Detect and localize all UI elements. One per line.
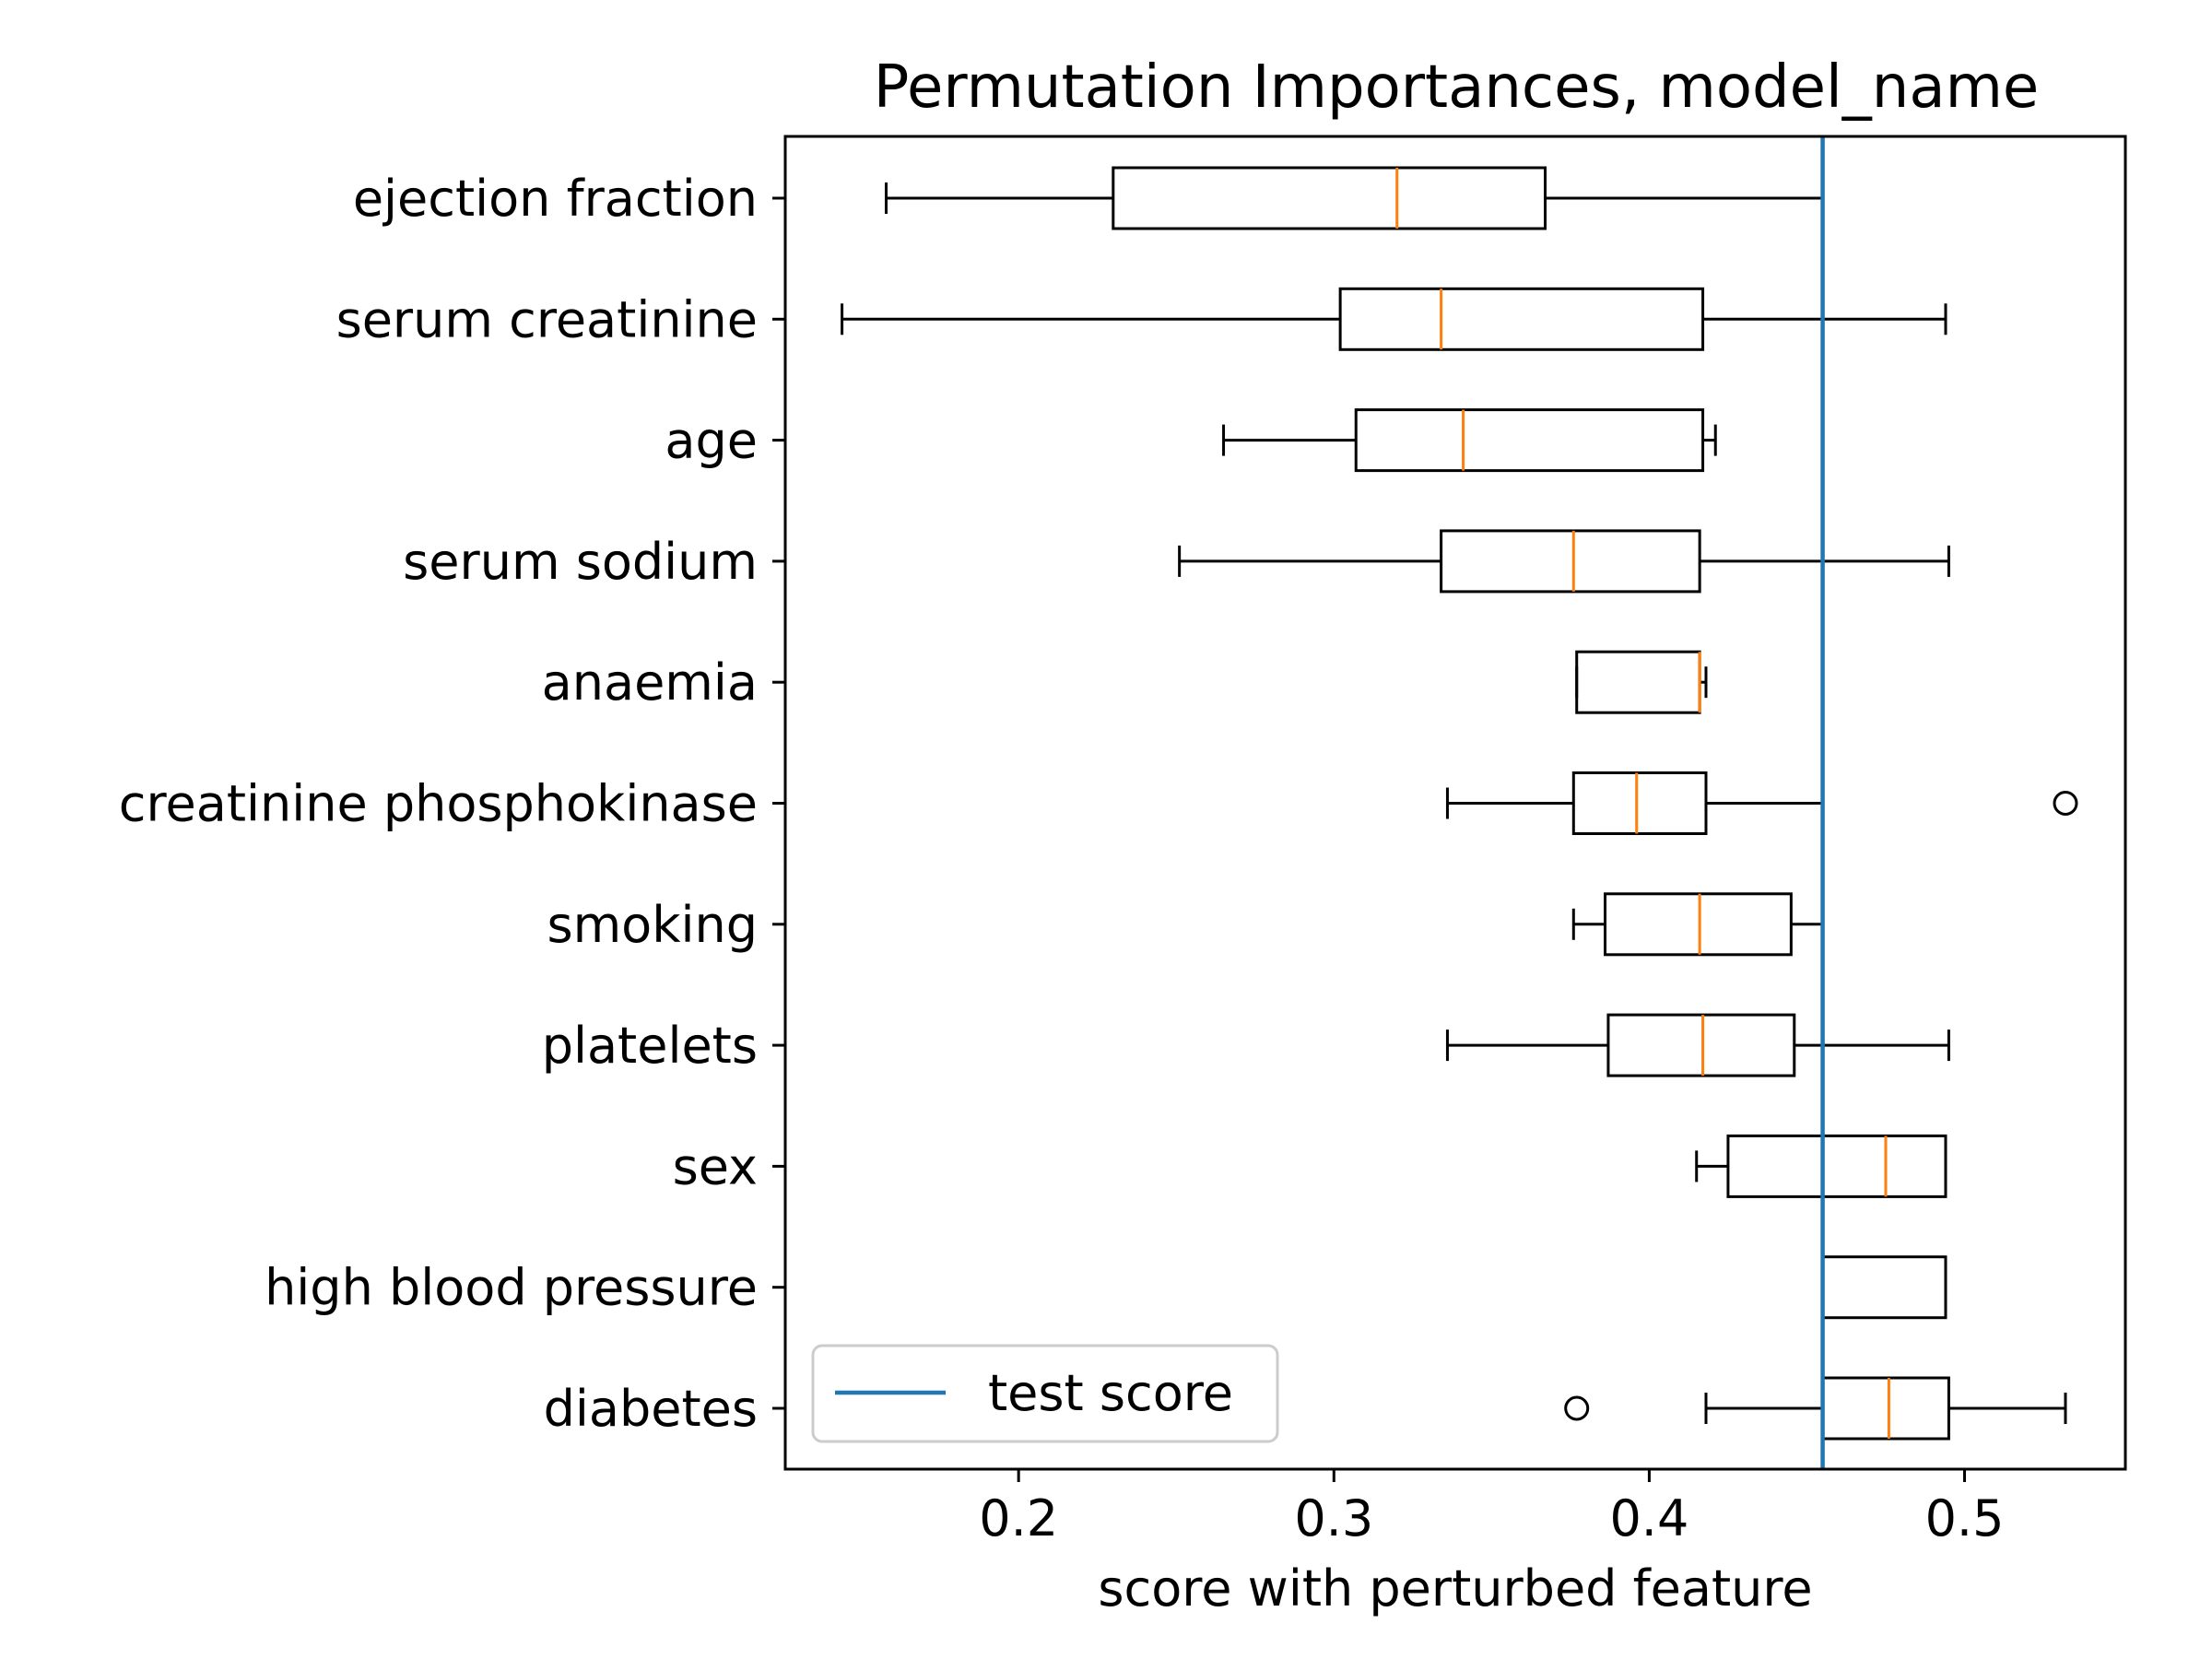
- legend: test score: [811, 1344, 1279, 1443]
- y-tick-label: anaemia: [542, 653, 758, 712]
- iqr-box: [1606, 1013, 1796, 1077]
- legend-test-score-label: test score: [988, 1364, 1233, 1422]
- x-tick-label: 0.2: [979, 1489, 1058, 1547]
- box-anaemia: [1575, 650, 1708, 714]
- iqr-box: [1354, 408, 1705, 473]
- box-age: [1222, 408, 1717, 473]
- chart-title: Permutation Importances, model_name: [874, 53, 2040, 122]
- iqr-box: [1726, 1134, 1947, 1198]
- y-tick-label: creatinine phosphokinase: [119, 775, 758, 833]
- box-creatinine-phosphokinase: [1445, 771, 2078, 835]
- plot-area: [841, 136, 2078, 1469]
- y-tick-label: diabetes: [544, 1380, 758, 1438]
- iqr-box: [1571, 771, 1708, 835]
- iqr-box: [1112, 166, 1547, 230]
- y-tick-label: age: [665, 412, 758, 470]
- box-sex: [1695, 1134, 1947, 1198]
- y-tick-label: smoking: [547, 896, 758, 954]
- iqr-box: [1440, 529, 1701, 594]
- x-axis-label: score with perturbed feature: [1098, 1559, 1812, 1618]
- x-axis: 0.2 0.3 0.4 0.5: [979, 1469, 2004, 1547]
- iqr-box: [1338, 287, 1705, 351]
- box-serum-creatinine: [841, 287, 1947, 351]
- box-ejection-fraction: [884, 166, 1825, 230]
- y-tick-label: ejection fraction: [353, 170, 758, 228]
- y-tick-label: serum sodium: [403, 533, 758, 591]
- y-tick-label: platelets: [542, 1017, 758, 1075]
- y-tick-label: serum creatinine: [336, 290, 758, 348]
- outlier-point: [2053, 791, 2078, 816]
- y-tick-label: high blood pressure: [265, 1259, 758, 1317]
- box-platelets: [1445, 1013, 1950, 1077]
- x-tick-label: 0.3: [1294, 1489, 1373, 1547]
- iqr-box: [1604, 892, 1793, 957]
- y-tick-label: sex: [673, 1137, 758, 1195]
- x-tick-label: 0.5: [1925, 1489, 2005, 1547]
- x-tick-label: 0.4: [1609, 1489, 1688, 1547]
- y-axis: ejection fraction serum creatinine age seru…: [119, 170, 785, 1438]
- box-diabetes: [1564, 1376, 2067, 1441]
- outlier-point: [1564, 1395, 1590, 1421]
- legend-frame: [811, 1344, 1279, 1443]
